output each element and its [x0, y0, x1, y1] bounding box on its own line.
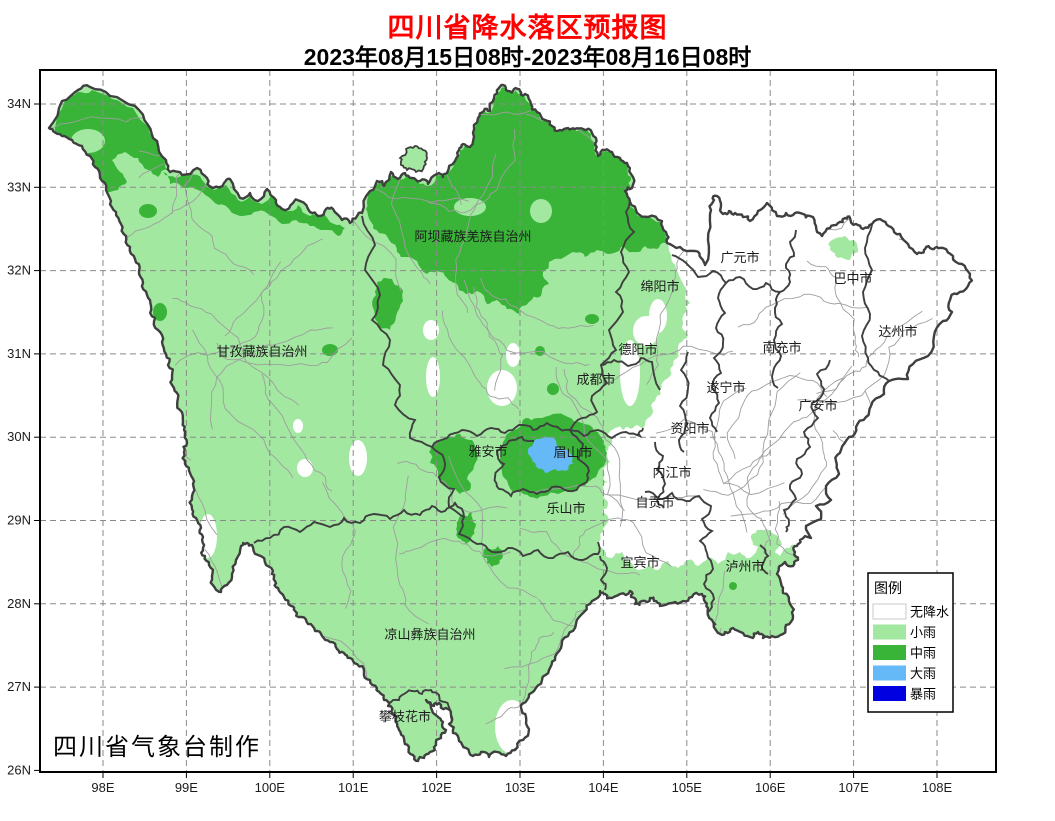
region-label: 凉山彝族自治州: [384, 627, 475, 642]
region-label: 自贡市: [635, 495, 674, 510]
legend-swatch: [872, 603, 907, 620]
lon-label: 101E: [338, 780, 369, 795]
page-title: 四川省降水落区预报图: [387, 13, 668, 43]
forecast-period: 2023年08月15日08时-2023年08月16日08时: [303, 44, 752, 70]
no-rain-patch: [620, 340, 640, 406]
legend-swatch: [873, 645, 906, 660]
region-label: 乐山市: [546, 501, 585, 516]
region-label: 南充市: [762, 340, 801, 355]
no-rain-patch: [293, 419, 303, 433]
lon-label: 100E: [255, 780, 286, 795]
legend-swatch: [873, 624, 906, 640]
moderate-rain-area: [366, 87, 669, 314]
region-label: 广元市: [720, 250, 759, 265]
prefecture-boundaries: [253, 189, 890, 724]
province-border: [47, 83, 974, 763]
region-label: 资阳市: [670, 421, 709, 436]
no-rain-patch: [423, 320, 439, 340]
lon-label: 108E: [922, 780, 953, 795]
lon-label: 104E: [588, 780, 619, 795]
lon-label: 103E: [505, 780, 536, 795]
region-label: 宜宾市: [620, 555, 659, 570]
moderate-rain-spot: [153, 303, 167, 321]
lon-label: 106E: [755, 780, 786, 795]
moderate-rain-area: [429, 434, 478, 494]
legend-label: 小雨: [910, 625, 936, 640]
lon-label: 105E: [672, 780, 703, 795]
lat-label: 31N: [7, 346, 31, 361]
region-label: 内江市: [652, 465, 691, 480]
legend-title: 图例: [874, 580, 902, 596]
region-label: 遂宁市: [706, 380, 745, 395]
moderate-rain-spot: [585, 314, 599, 324]
region-label: 达州市: [878, 324, 917, 339]
legend-swatch: [873, 665, 906, 681]
no-rain-patch: [633, 316, 659, 346]
axes: 98E 99E 100E 101E 102E 103E 104E 105E 106E 107E 10…: [7, 96, 952, 795]
light-rain-gap: [454, 198, 486, 216]
no-rain-patch: [297, 459, 313, 477]
moderate-rain-spot: [547, 383, 559, 395]
lat-label: 28N: [7, 596, 31, 611]
legend-label: 大雨: [910, 666, 936, 681]
lon-label: 98E: [91, 780, 114, 795]
no-rain-basin: [598, 195, 972, 570]
region-label: 甘孜藏族自治州: [216, 344, 307, 359]
moderate-rain-area: [372, 277, 404, 330]
lat-label: 27N: [7, 679, 31, 694]
legend-swatch: [873, 686, 906, 701]
lat-label: 29N: [7, 513, 31, 528]
region-label: 雅安市: [468, 444, 507, 459]
region-label: 绵阳市: [640, 279, 679, 294]
moderate-rain-spot: [535, 346, 545, 356]
region-label: 眉山市: [553, 445, 592, 460]
lon-label: 102E: [421, 780, 452, 795]
lon-label: 107E: [838, 780, 869, 795]
no-rain-patch: [426, 357, 440, 397]
moderate-rain-spot: [322, 344, 338, 356]
region-label: 广安市: [798, 398, 837, 413]
credit-text: 四川省气象台制作: [53, 734, 261, 761]
legend-label: 无降水: [910, 605, 949, 620]
lat-label: 34N: [7, 96, 31, 111]
heavy-rain-area: [527, 436, 574, 473]
region-label: 德阳市: [618, 342, 657, 357]
light-rain-gap: [530, 199, 552, 223]
lat-label: 30N: [7, 429, 31, 444]
lat-label: 33N: [7, 179, 31, 194]
no-rain-patch: [506, 343, 520, 367]
map-frame: [39, 69, 997, 773]
lon-label: 99E: [175, 780, 198, 795]
light-rain-patch: [786, 550, 796, 560]
legend-label: 中雨: [910, 646, 936, 661]
province-layers: [49, 84, 972, 761]
region-label: 成都市: [576, 372, 615, 387]
region-label: 攀枝花市: [379, 709, 431, 724]
lat-label: 26N: [7, 762, 31, 777]
light-rain-patch: [750, 529, 782, 553]
moderate-rain-area: [163, 172, 345, 236]
moderate-rain-spot: [139, 204, 157, 218]
region-label: 泸州市: [725, 559, 764, 574]
no-rain-patch: [349, 440, 367, 476]
no-rain-patch: [487, 370, 517, 406]
border-islet: [398, 145, 428, 174]
region-label: 阿坝藏族羌族自治州: [414, 229, 531, 244]
legend-label: 暴雨: [910, 687, 936, 702]
lat-label: 32N: [7, 263, 31, 278]
moderate-rain-spot: [729, 582, 737, 590]
region-label: 巴中市: [833, 271, 872, 286]
light-rain-patch: [828, 236, 858, 260]
